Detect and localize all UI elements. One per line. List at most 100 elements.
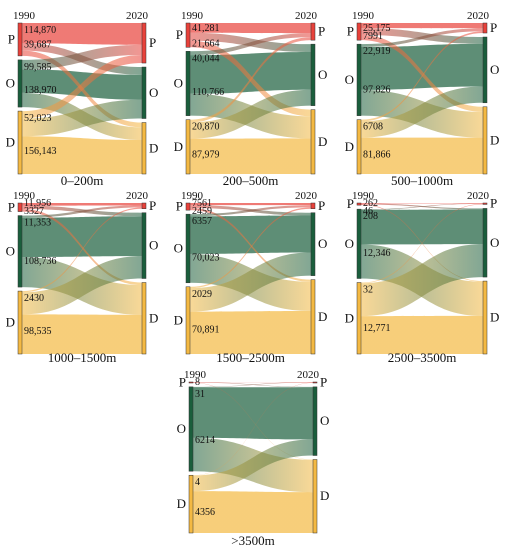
year-label-1990: 1990: [13, 10, 36, 22]
category-right-p: P: [149, 35, 156, 50]
year-label-2020: 2020: [467, 10, 490, 22]
value-label-p: 8: [195, 377, 200, 388]
flow-p-to-d: [361, 204, 483, 282]
node-2020-p: [141, 202, 147, 209]
value-label-d: 87,979: [192, 149, 220, 160]
node-2020-p: [482, 202, 488, 205]
flow-d-to-p: [193, 382, 313, 476]
flow-p-to-o: [361, 28, 483, 44]
category-right-d: D: [320, 488, 329, 503]
node-1990-d: [17, 110, 23, 175]
node-1990-p: [356, 202, 362, 206]
flow-d-to-d: [22, 314, 142, 354]
node-2020-p: [310, 202, 316, 209]
value-label-d: 4: [195, 477, 200, 488]
category-left-d: D: [177, 496, 186, 511]
category-right-o: O: [320, 413, 329, 428]
node-2020-d: [312, 459, 318, 534]
node-2020-o: [482, 208, 488, 278]
node-1990-o: [188, 386, 194, 472]
category-left-p: P: [176, 27, 183, 42]
flow-o-to-o: [22, 216, 142, 258]
value-label-p: 7561: [192, 198, 212, 209]
flow-p-to-p: [190, 23, 311, 34]
category-left-p: P: [8, 31, 15, 46]
category-left-p: P: [347, 24, 354, 39]
node-2020-d: [141, 122, 147, 175]
year-label-1990: 1990: [352, 190, 375, 202]
value-label-d: 81,866: [363, 149, 391, 160]
year-label-1990: 1990: [184, 369, 207, 381]
category-right-d: D: [318, 134, 327, 149]
node-2020-p: [312, 381, 318, 384]
flow-d-to-o: [22, 256, 142, 315]
flow-d-to-d: [361, 315, 483, 354]
flow-p-to-p: [190, 203, 311, 206]
flow-p-to-d: [193, 382, 313, 460]
node-1990-p: [188, 381, 194, 384]
value-label-o: 97,826: [363, 84, 391, 95]
year-label-1990: 1990: [181, 10, 204, 22]
category-left-p: P: [8, 199, 15, 214]
value-label-o: 208: [363, 211, 378, 222]
node-1990-p: [17, 22, 23, 57]
node-1990-p: [185, 202, 191, 211]
year-label-2020: 2020: [295, 10, 318, 22]
node-2020-o: [310, 212, 316, 276]
category-left-o: O: [174, 240, 183, 255]
category-left-o: O: [345, 236, 354, 251]
value-label-o: 11,353: [24, 218, 51, 229]
value-label-p: 21,664: [192, 38, 220, 49]
value-label-d: 32: [363, 285, 373, 296]
category-right-d: D: [490, 310, 499, 325]
value-label-d: 52,023: [24, 113, 52, 124]
node-1990-d: [185, 119, 191, 175]
node-2020-p: [141, 22, 147, 64]
value-label-p: 7991: [363, 31, 383, 42]
flow-p-to-p: [22, 203, 142, 206]
flow-d-to-o: [190, 252, 311, 312]
flow-d-to-p: [190, 207, 311, 289]
value-label-d: 98,535: [24, 326, 52, 337]
flow-d-to-d: [190, 138, 311, 174]
category-left-d: D: [6, 135, 15, 150]
node-2020-p: [310, 22, 316, 41]
category-right-d: D: [490, 132, 499, 147]
flow-o-to-p: [361, 28, 483, 48]
flow-p-to-p: [22, 23, 142, 45]
category-right-d: D: [318, 309, 327, 324]
year-label-1990: 1990: [181, 190, 204, 202]
flow-o-to-o: [190, 51, 311, 94]
node-1990-p: [185, 22, 191, 48]
flow-d-to-o: [361, 244, 483, 317]
flow-d-to-o: [361, 86, 483, 138]
flow-p-to-d: [361, 35, 483, 112]
value-label-o: 6214: [195, 435, 215, 446]
flow-d-to-p: [361, 203, 483, 284]
category-right-p: P: [318, 24, 325, 39]
category-right-d: D: [149, 310, 158, 325]
node-1990-d: [17, 290, 23, 355]
value-label-d: 156,143: [24, 146, 57, 157]
year-label-2020: 2020: [467, 190, 490, 202]
flow-d-to-o: [22, 99, 142, 137]
year-label-2020: 2020: [126, 190, 149, 202]
category-left-d: D: [174, 139, 183, 154]
flow-d-to-p: [22, 54, 142, 119]
flow-o-to-p: [22, 205, 142, 218]
flow-o-to-o: [361, 209, 483, 245]
category-right-o: O: [318, 67, 327, 82]
flow-d-to-o: [190, 89, 311, 139]
node-2020-p: [482, 22, 488, 34]
panel-title: 2500–3500m: [388, 350, 457, 365]
node-1990-d: [356, 282, 362, 355]
category-right-o: O: [318, 236, 327, 251]
value-label-o: 12,346: [363, 248, 391, 259]
category-right-o: O: [490, 62, 499, 77]
